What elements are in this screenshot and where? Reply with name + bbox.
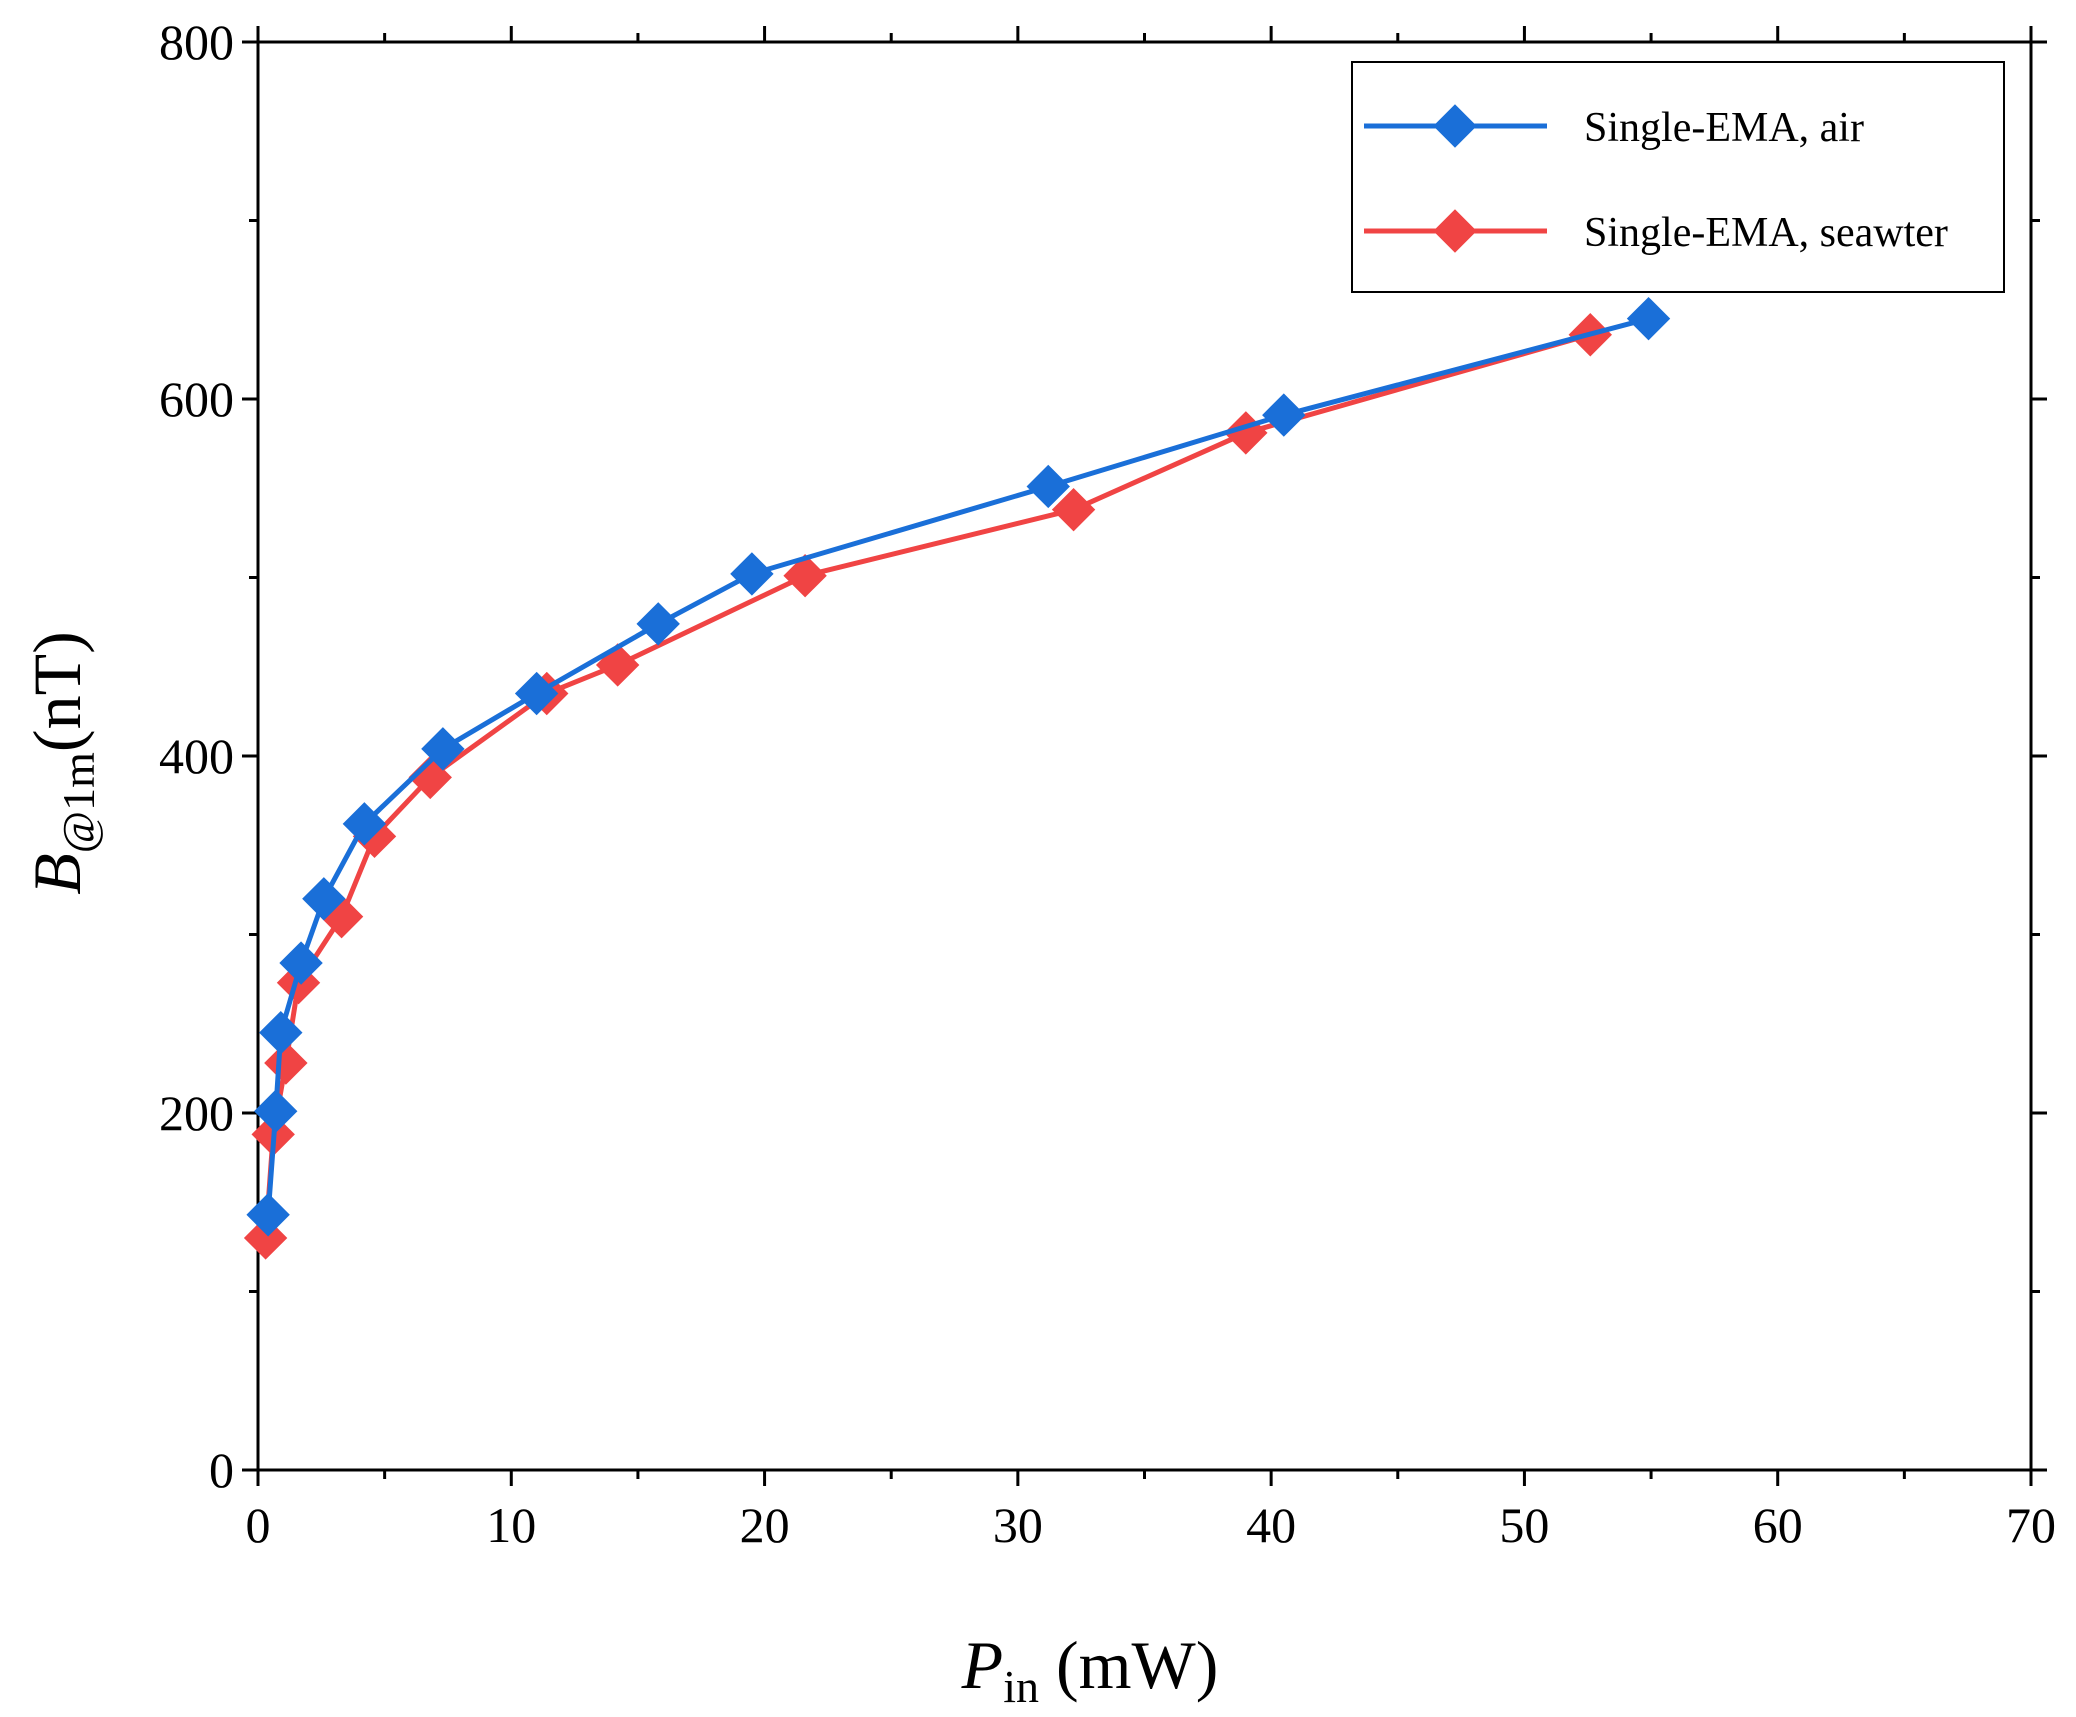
series-air: [246, 296, 1671, 1237]
x-axis-label-rest: (mW): [1039, 1627, 1218, 1703]
x-tick-label: 40: [1246, 1497, 1296, 1553]
data-point: [514, 671, 559, 716]
data-point: [1626, 296, 1671, 341]
legend: Single-EMA, air Single-EMA, seawter: [1351, 61, 2005, 293]
plot-series: [243, 296, 1671, 1260]
legend-box: [1351, 61, 2005, 293]
x-axis-label-main: P: [961, 1627, 1004, 1703]
data-point: [1262, 393, 1306, 437]
y-tick-label: 0: [209, 1442, 234, 1498]
legend-item: Single-EMA, seawter: [1364, 209, 1948, 256]
axes: 0 10 20 30 40 50 60 70 0 200 400 600 800: [159, 14, 2056, 1553]
data-point: [342, 802, 387, 846]
series-line: [263, 332, 1591, 1239]
legend-label: Single-EMA, seawter: [1584, 210, 1948, 256]
y-tick-label: 800: [159, 14, 234, 70]
data-point: [1051, 487, 1096, 532]
x-tick-label: 20: [740, 1497, 790, 1553]
x-tick-label: 50: [1499, 1497, 1549, 1553]
series-line: [265, 316, 1650, 1215]
y-axis-label-sub: @1m: [53, 752, 104, 853]
legend-item: Single-EMA, air: [1364, 104, 1864, 151]
y-axis-label-main: B: [19, 853, 95, 895]
x-tick-label: 60: [1753, 1497, 1803, 1553]
data-point: [302, 877, 346, 921]
x-axis-label-sub: in: [1003, 1661, 1039, 1712]
x-tick-label: 10: [486, 1497, 536, 1553]
y-tick-label: 200: [159, 1085, 234, 1141]
y-axis-label: B@1m(nT): [19, 631, 104, 895]
x-axis-label: Pin (mW): [961, 1627, 1219, 1712]
data-point: [636, 602, 680, 646]
y-tick-label: 600: [159, 371, 234, 427]
data-point: [259, 1010, 303, 1055]
data-point: [279, 941, 323, 985]
series-seawater: [243, 313, 1612, 1260]
data-point: [730, 552, 774, 596]
data-point: [595, 643, 640, 687]
data-point: [246, 1193, 290, 1237]
x-tick-label: 0: [246, 1497, 271, 1553]
x-tick-label: 30: [993, 1497, 1043, 1553]
axis-labels: Pin (mW) B@1m(nT): [19, 631, 1218, 1712]
legend-marker: [1433, 104, 1477, 148]
data-point: [421, 727, 465, 771]
legend-marker: [1433, 209, 1477, 253]
x-tick-label: 70: [2006, 1497, 2056, 1553]
y-tick-label: 400: [159, 728, 234, 784]
data-point: [783, 554, 827, 598]
legend-label: Single-EMA, air: [1584, 105, 1864, 151]
data-point: [1026, 464, 1070, 509]
y-axis-label-rest: (nT): [19, 631, 95, 752]
data-point: [254, 1089, 298, 1133]
data-point: [264, 1041, 308, 1085]
